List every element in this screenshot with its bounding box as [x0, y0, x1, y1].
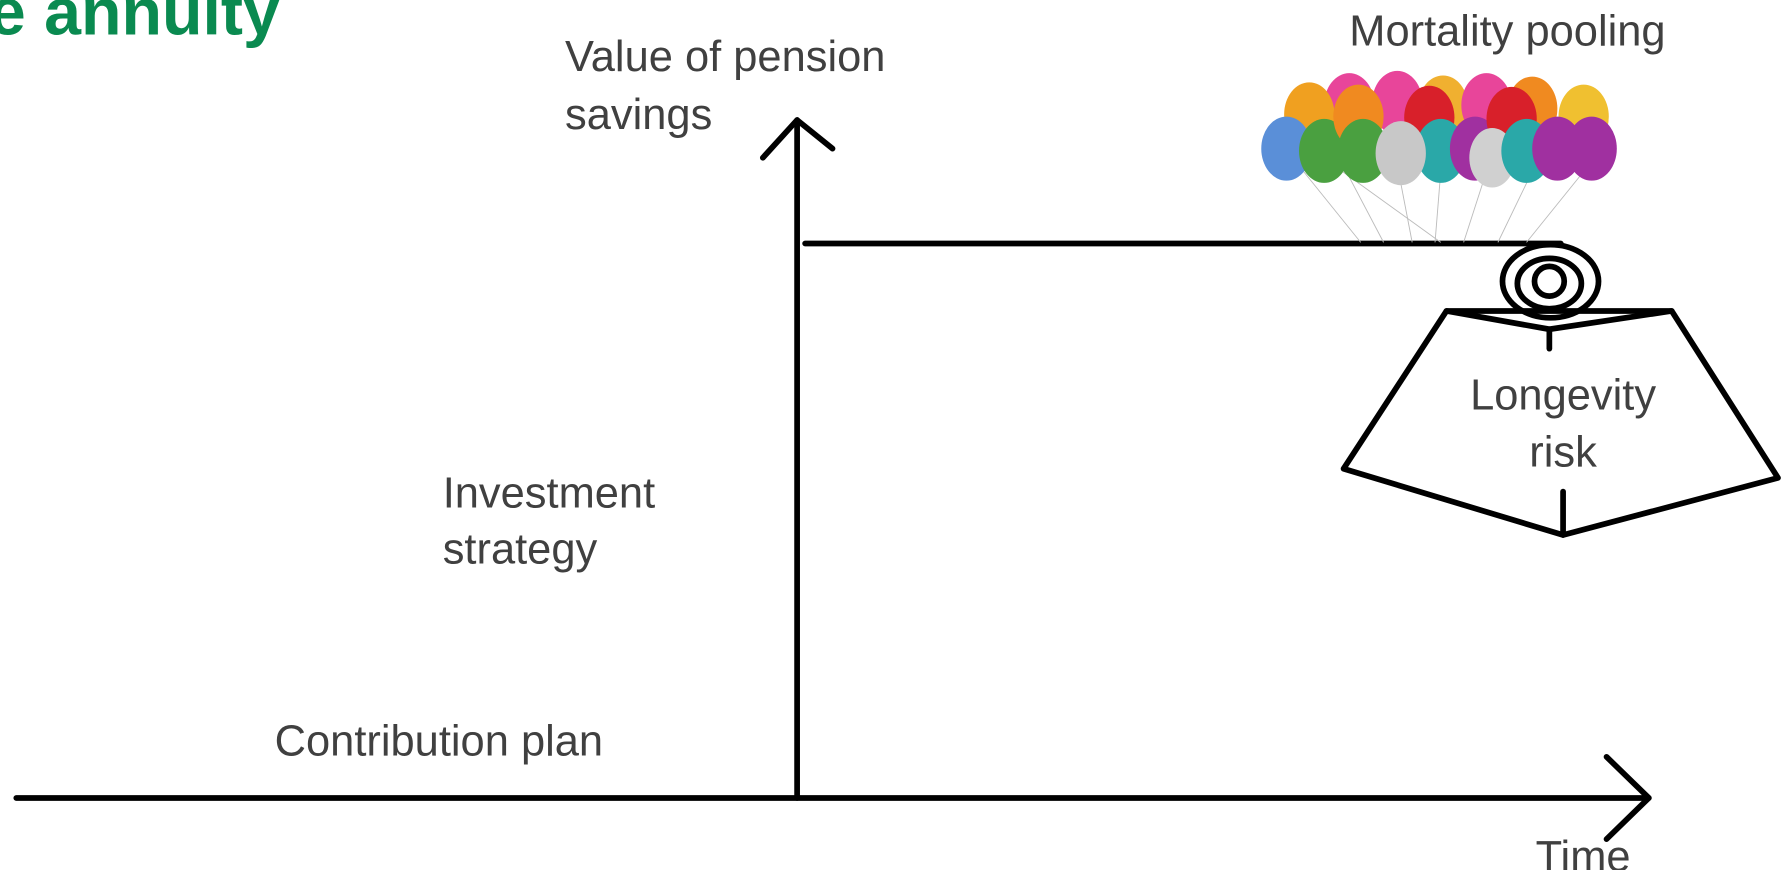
slide-title: e annuity	[0, 0, 280, 49]
weight	[1340, 241, 1781, 538]
y-axis-label: savings	[565, 91, 712, 139]
investment-label: Investment	[443, 470, 655, 518]
mortality-label: Mortality pooling	[1349, 8, 1665, 56]
longevity-label: risk	[1529, 428, 1597, 476]
y-arrow	[759, 117, 836, 161]
x-arrow	[1603, 753, 1652, 842]
y-axis-label: Value of pension	[565, 33, 885, 81]
contribution-label: Contribution plan	[275, 718, 603, 766]
longevity-label: Longevity	[1470, 371, 1656, 419]
x-axis-label: Time	[1536, 833, 1631, 870]
balloons	[1261, 70, 1617, 243]
investment-label: strategy	[443, 526, 598, 574]
